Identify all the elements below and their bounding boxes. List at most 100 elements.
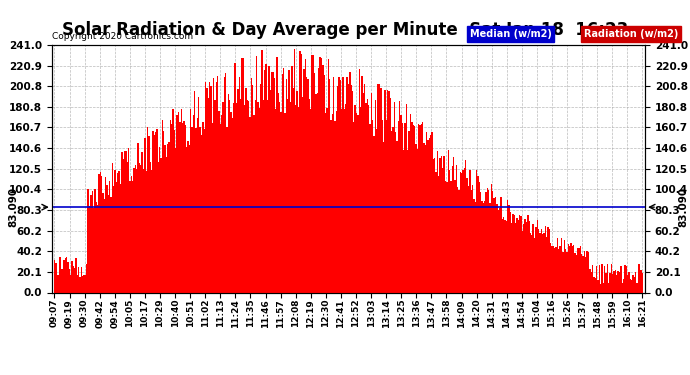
Bar — [473, 199, 475, 292]
Bar — [63, 260, 65, 292]
Bar — [475, 202, 476, 292]
Bar — [550, 243, 551, 292]
Bar — [205, 82, 206, 292]
Bar — [454, 180, 455, 292]
Bar — [166, 158, 167, 292]
Bar — [477, 176, 479, 292]
Bar — [510, 212, 511, 292]
Bar — [202, 122, 204, 292]
Bar — [553, 246, 554, 292]
Bar — [89, 206, 90, 292]
Bar — [333, 77, 335, 292]
Bar — [574, 253, 575, 292]
Bar — [455, 165, 457, 292]
Bar — [566, 252, 568, 292]
Bar — [175, 148, 177, 292]
Bar — [431, 132, 433, 292]
Bar — [315, 94, 317, 292]
Bar — [77, 275, 78, 292]
Bar — [636, 283, 638, 292]
Bar — [112, 163, 113, 292]
Bar — [139, 163, 140, 292]
Bar — [605, 273, 607, 292]
Bar — [293, 87, 294, 292]
Bar — [557, 238, 558, 292]
Bar — [314, 73, 315, 292]
Bar — [215, 82, 217, 292]
Bar — [430, 135, 431, 292]
Bar — [595, 278, 596, 292]
Bar — [332, 114, 333, 292]
Bar — [357, 115, 359, 292]
Bar — [208, 98, 209, 292]
Bar — [86, 264, 88, 292]
Bar — [418, 124, 420, 292]
Bar — [392, 127, 394, 292]
Bar — [339, 80, 341, 292]
Bar — [349, 72, 351, 292]
Bar — [228, 94, 229, 292]
Bar — [335, 111, 337, 292]
Bar — [148, 136, 150, 292]
Bar — [433, 159, 434, 292]
Bar — [126, 162, 128, 292]
Bar — [174, 130, 175, 292]
Bar — [561, 238, 562, 292]
Bar — [326, 108, 328, 292]
Bar — [119, 171, 120, 292]
Bar — [476, 170, 477, 292]
Bar — [308, 99, 310, 292]
Bar — [422, 123, 424, 292]
Bar — [434, 158, 435, 292]
Bar — [164, 145, 166, 292]
Bar — [72, 266, 74, 292]
Bar — [290, 102, 291, 292]
Bar — [569, 246, 571, 292]
Bar — [140, 165, 141, 292]
Bar — [593, 277, 595, 292]
Bar — [121, 152, 123, 292]
Bar — [638, 264, 639, 292]
Bar — [382, 120, 383, 292]
Bar — [547, 227, 549, 292]
Bar — [324, 75, 325, 292]
Bar — [438, 176, 440, 292]
Bar — [484, 201, 485, 292]
Bar — [585, 257, 586, 292]
Bar — [291, 66, 293, 292]
Bar — [156, 129, 157, 292]
Bar — [364, 84, 365, 292]
Bar — [353, 122, 355, 292]
Bar — [604, 266, 605, 292]
Bar — [460, 172, 461, 292]
Bar — [451, 166, 453, 292]
Bar — [99, 172, 101, 292]
Bar — [206, 88, 208, 292]
Bar — [377, 84, 379, 292]
Bar — [383, 142, 384, 292]
Text: Solar Radiation & Day Average per Minute  Sat Jan 18  16:23: Solar Radiation & Day Average per Minute… — [62, 21, 628, 39]
Bar — [257, 102, 259, 292]
Bar — [376, 129, 377, 292]
Bar — [448, 150, 449, 292]
Bar — [403, 150, 404, 292]
Bar — [509, 205, 510, 292]
Bar — [331, 120, 332, 292]
Bar — [125, 152, 127, 292]
Bar — [301, 54, 302, 292]
Bar — [384, 90, 386, 292]
Bar — [115, 170, 116, 292]
Bar — [160, 158, 161, 292]
Bar — [529, 221, 530, 292]
Bar — [246, 100, 248, 292]
Bar — [632, 275, 633, 292]
Bar — [318, 68, 319, 292]
Bar — [586, 251, 588, 292]
Bar — [538, 229, 540, 292]
Bar — [245, 88, 246, 292]
Bar — [217, 76, 218, 292]
Bar — [352, 92, 353, 292]
Bar — [225, 73, 226, 292]
Bar — [253, 115, 255, 292]
Bar — [260, 84, 262, 292]
